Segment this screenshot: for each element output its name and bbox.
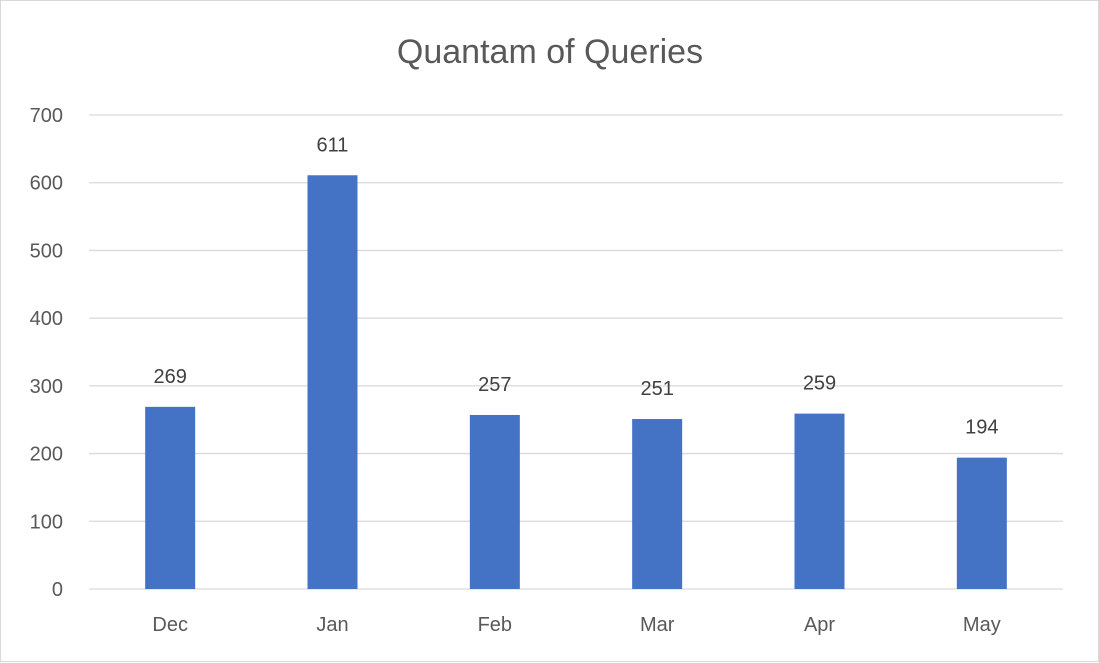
bar-mar (632, 419, 683, 589)
x-tick-label-feb: Feb (478, 614, 512, 636)
chart-title: Quantam of Queries (397, 33, 703, 71)
y-tick-label: 400 (30, 308, 63, 330)
x-tick-label-dec: Dec (152, 614, 188, 636)
data-label-dec: 269 (153, 366, 186, 388)
x-tick-label-mar: Mar (640, 614, 675, 636)
x-axis-ticks: Dec Jan Feb Mar Apr May (152, 614, 1000, 636)
y-tick-label: 600 (30, 173, 63, 195)
y-tick-label: 300 (30, 376, 63, 398)
data-label-feb: 257 (478, 374, 511, 396)
y-tick-label: 700 (30, 105, 63, 127)
data-label-mar: 251 (640, 378, 673, 400)
bar-feb (469, 414, 520, 589)
bar-apr (794, 413, 845, 589)
x-tick-label-apr: Apr (804, 614, 835, 636)
y-tick-label: 500 (30, 240, 63, 262)
bar-jan (307, 175, 358, 589)
data-labels: 269 611 257 251 259 194 (153, 134, 998, 438)
x-tick-label-may: May (963, 614, 1001, 636)
bar-dec (145, 406, 196, 589)
gridlines (89, 114, 1063, 590)
y-tick-label: 100 (30, 511, 63, 533)
x-tick-label-jan: Jan (316, 614, 348, 636)
y-tick-label: 200 (30, 444, 63, 466)
bar-may (956, 457, 1007, 589)
data-label-jan: 611 (317, 134, 349, 156)
bars (145, 175, 1007, 589)
data-label-apr: 259 (803, 373, 836, 395)
y-tick-label: 0 (52, 579, 63, 601)
y-axis-ticks: 0 100 200 300 400 500 600 700 (30, 105, 63, 601)
data-label-may: 194 (965, 417, 998, 439)
